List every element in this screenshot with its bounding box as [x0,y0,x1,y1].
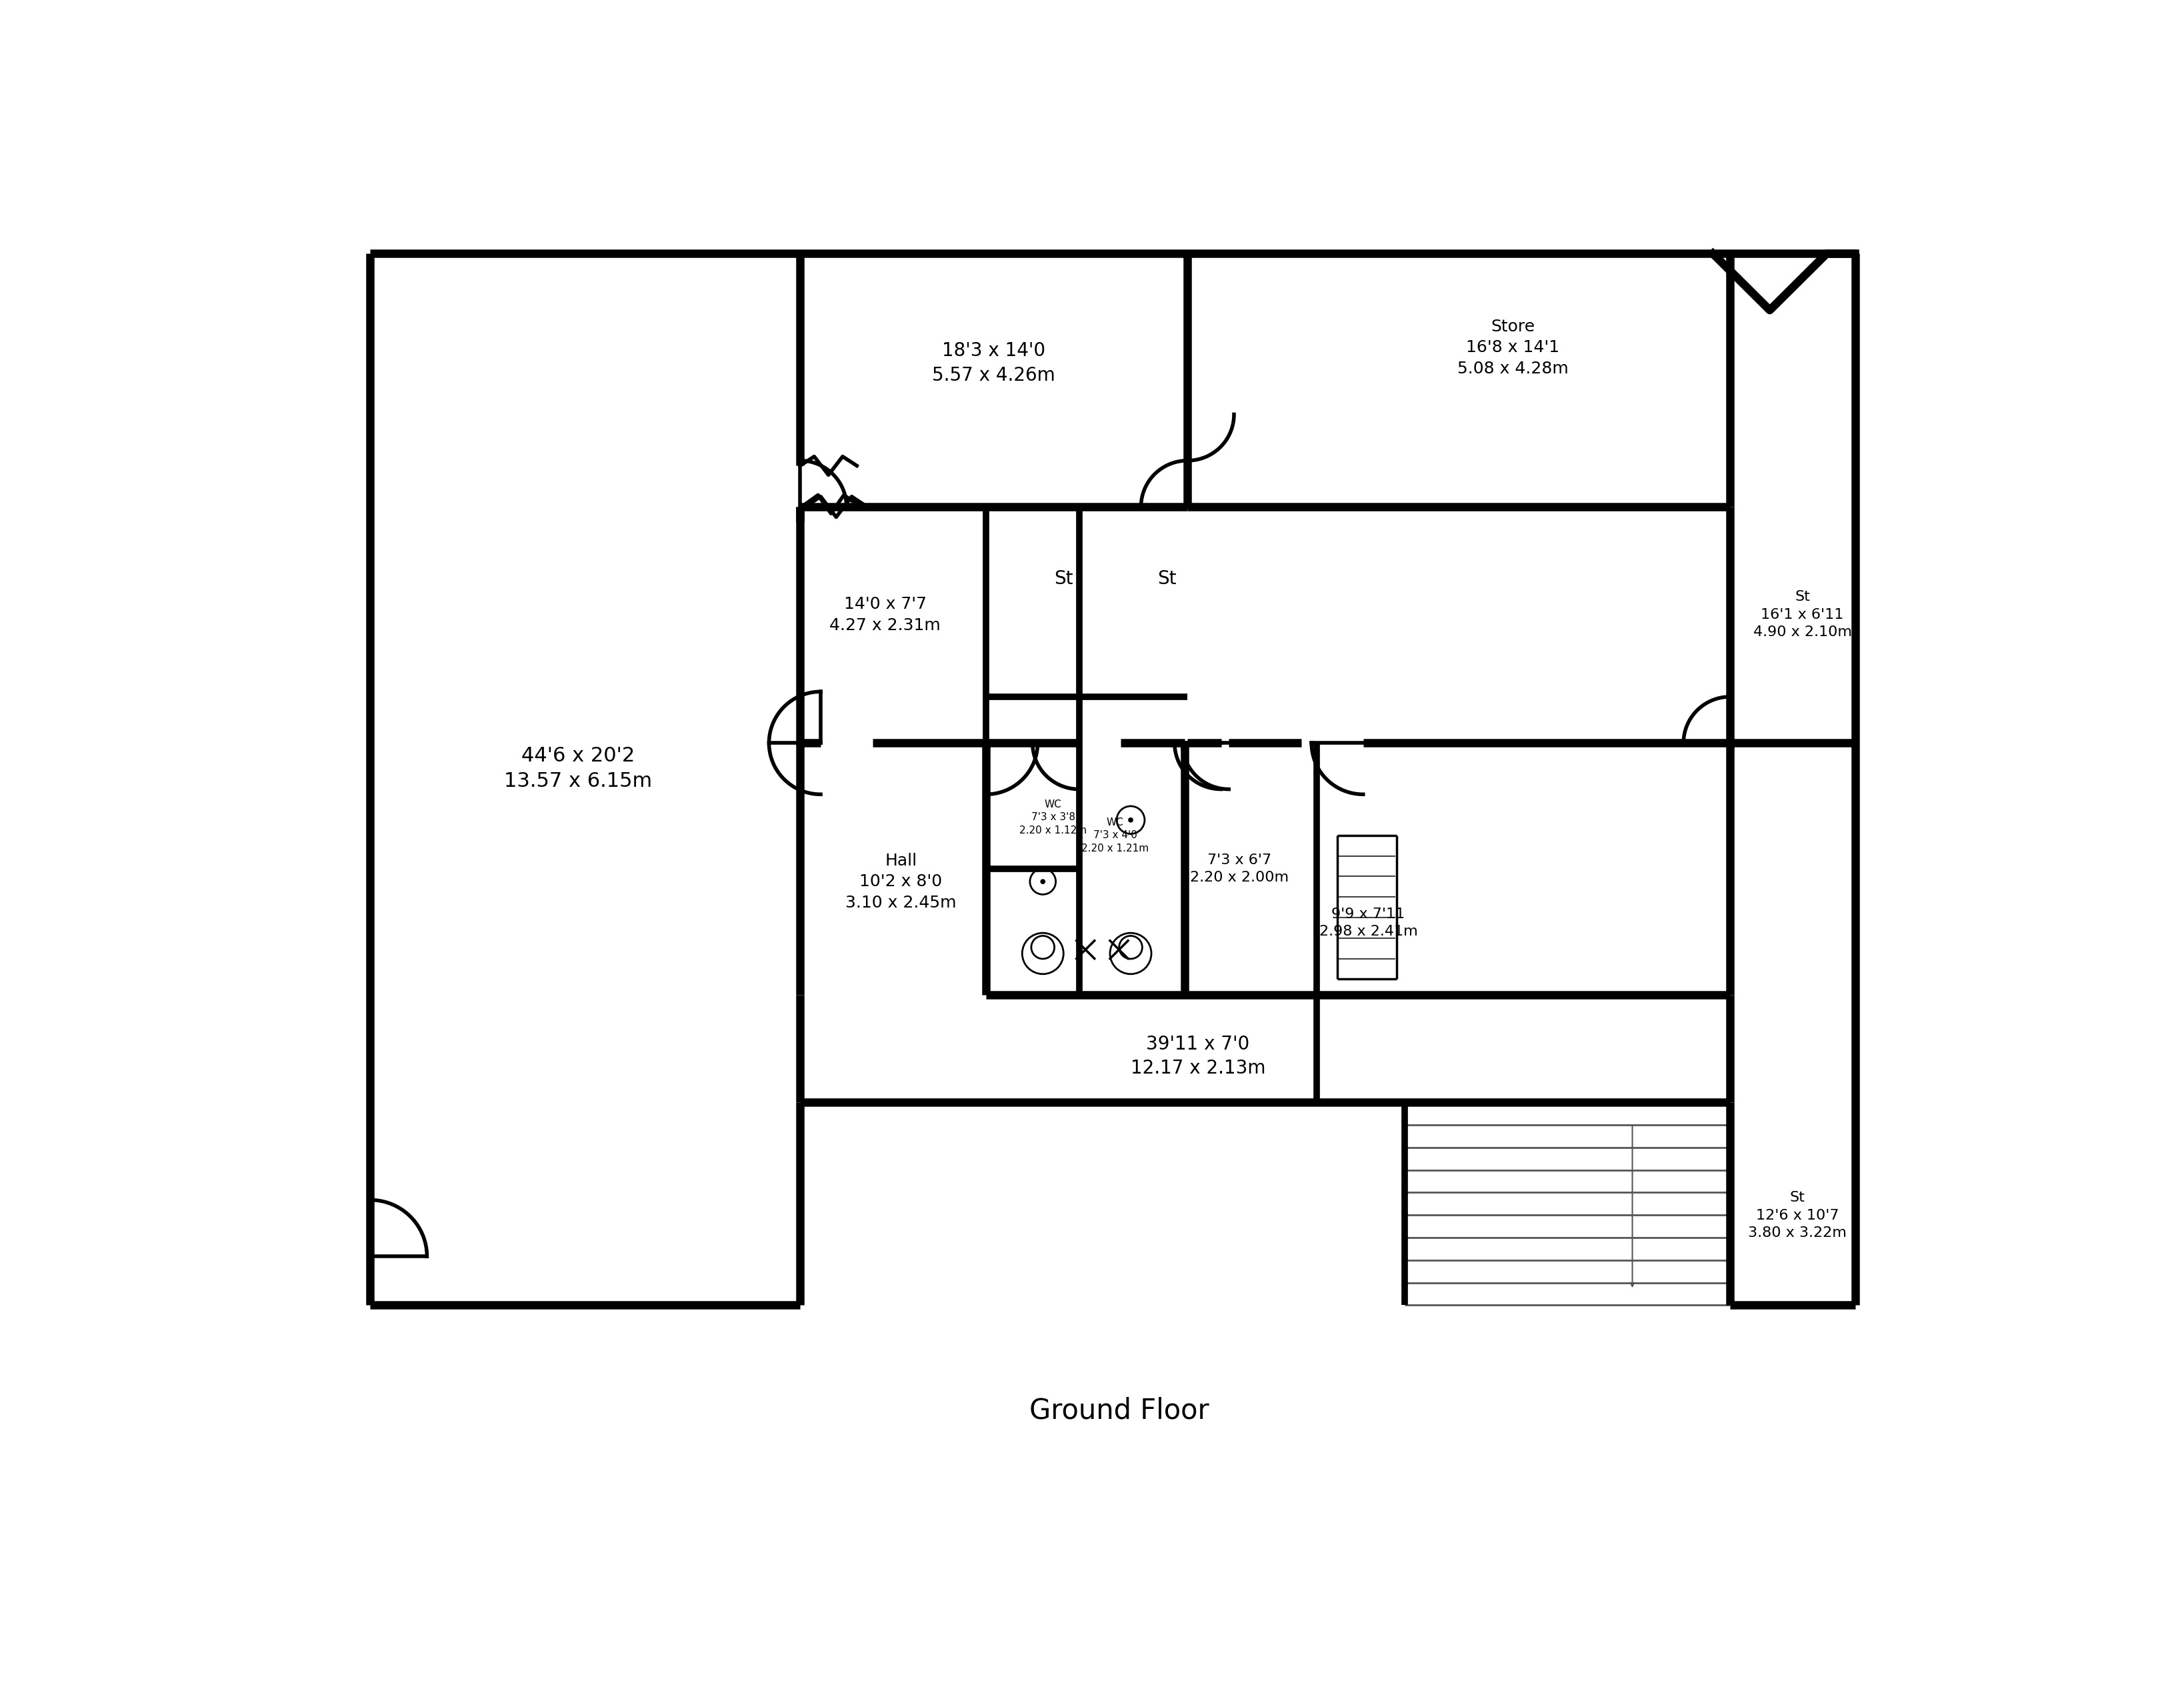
Text: WC
7'3 x 4'0
2.20 x 1.21m: WC 7'3 x 4'0 2.20 x 1.21m [1081,817,1149,853]
Text: Store
16'8 x 14'1
5.08 x 4.28m: Store 16'8 x 14'1 5.08 x 4.28m [1457,319,1568,377]
Circle shape [1129,817,1133,822]
Text: St: St [1055,569,1072,588]
Text: 14'0 x 7'7
4.27 x 2.31m: 14'0 x 7'7 4.27 x 2.31m [830,596,941,634]
Text: 18'3 x 14'0
5.57 x 4.26m: 18'3 x 14'0 5.57 x 4.26m [933,341,1055,384]
Circle shape [1040,878,1046,883]
Text: Hall
10'2 x 8'0
3.10 x 2.45m: Hall 10'2 x 8'0 3.10 x 2.45m [845,853,957,911]
Text: St
16'1 x 6'11
4.90 x 2.10m: St 16'1 x 6'11 4.90 x 2.10m [1754,590,1852,639]
Text: 44'6 x 20'2
13.57 x 6.15m: 44'6 x 20'2 13.57 x 6.15m [505,746,651,792]
Text: St: St [1158,569,1177,588]
Text: St
12'6 x 10'7
3.80 x 3.22m: St 12'6 x 10'7 3.80 x 3.22m [1747,1191,1845,1240]
Text: WC
7'3 x 3'8
2.20 x 1.12m: WC 7'3 x 3'8 2.20 x 1.12m [1020,799,1088,836]
Text: 39'11 x 7'0
12.17 x 2.13m: 39'11 x 7'0 12.17 x 2.13m [1131,1035,1265,1077]
Text: 9'9 x 7'11
2.98 x 2.41m: 9'9 x 7'11 2.98 x 2.41m [1319,907,1417,938]
Text: Ground Floor: Ground Floor [1029,1397,1210,1424]
Text: 7'3 x 6'7
2.20 x 2.00m: 7'3 x 6'7 2.20 x 2.00m [1190,853,1289,883]
